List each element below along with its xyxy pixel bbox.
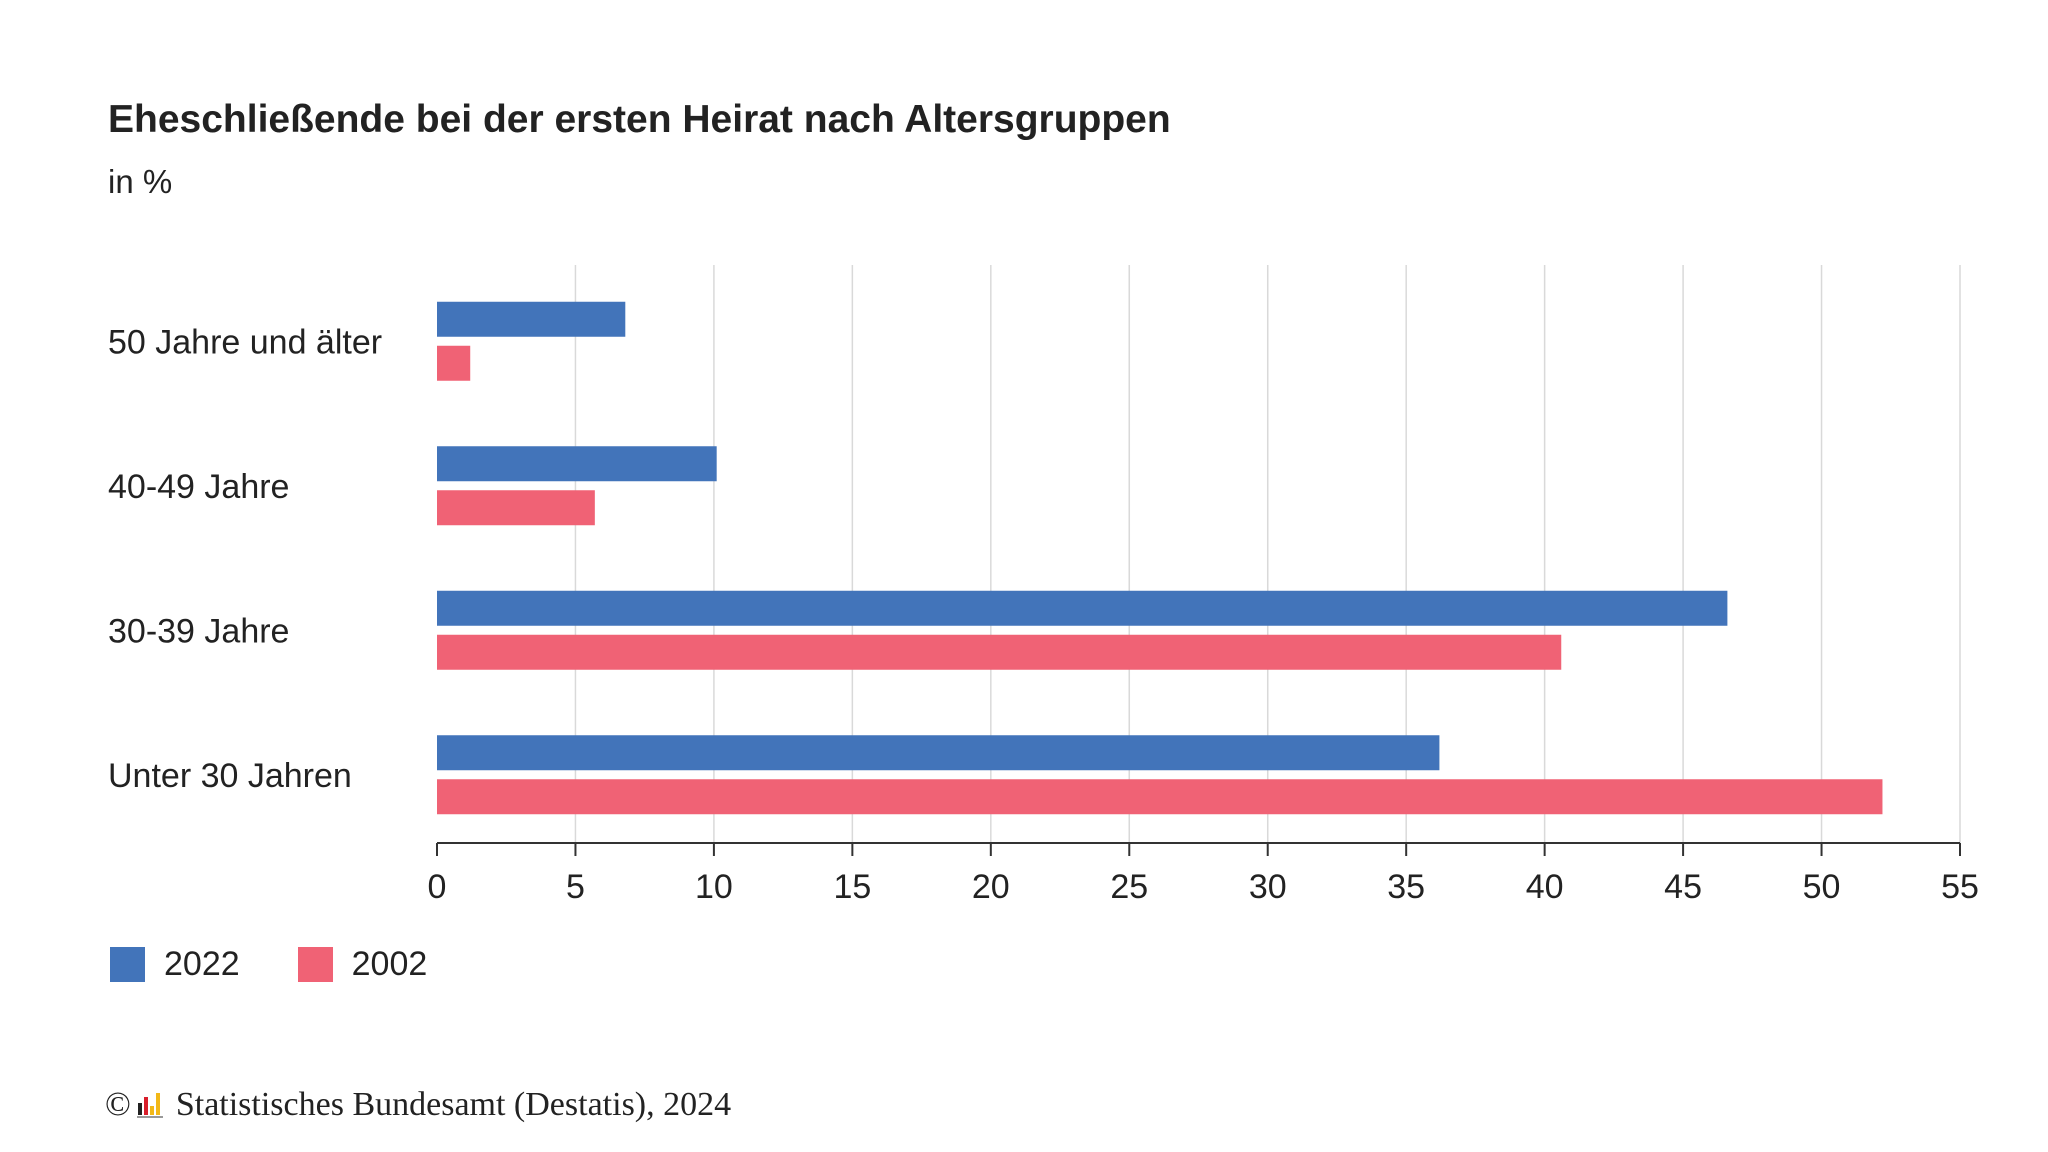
- bar-2022: [437, 590, 1728, 626]
- category-label: Unter 30 Jahren: [108, 757, 352, 795]
- x-tick-label: 20: [972, 868, 1010, 906]
- legend-item-2002[interactable]: 2002: [297, 945, 428, 984]
- bar-2022: [437, 735, 1440, 771]
- legend-label-2022: 2022: [164, 945, 240, 983]
- bar-2002: [437, 345, 471, 381]
- bar-2002: [437, 490, 595, 526]
- category-label: 50 Jahre und älter: [108, 323, 382, 361]
- source-text: Statistisches Bundesamt (Destatis), 2024: [175, 1086, 732, 1123]
- destatis-logo-icon: [136, 1093, 163, 1118]
- x-tick-label: 45: [1664, 868, 1702, 906]
- legend-swatch-2002: [297, 947, 333, 982]
- x-tick-label: 55: [1941, 868, 1979, 906]
- category-label: 40-49 Jahre: [108, 468, 289, 506]
- bar-2022: [437, 301, 626, 337]
- legend: 2022 2002: [110, 945, 485, 984]
- category-label: 30-39 Jahre: [108, 612, 289, 650]
- x-tick-label: 40: [1526, 868, 1564, 906]
- x-tick-label: 35: [1387, 868, 1425, 906]
- x-tick-label: 5: [566, 868, 585, 906]
- x-tick-label: 25: [1110, 868, 1148, 906]
- bar-2002: [437, 634, 1562, 670]
- copyright-symbol: ©: [105, 1086, 131, 1123]
- x-tick-label: 30: [1249, 868, 1287, 906]
- bar-2002: [437, 779, 1883, 815]
- bar-2022: [437, 446, 717, 482]
- source-credit: © Statistisches Bundesamt (Destatis), 20…: [105, 1086, 731, 1124]
- x-tick-label: 0: [428, 868, 447, 906]
- legend-swatch-2022: [110, 947, 145, 982]
- chart-subtitle: in %: [108, 163, 173, 200]
- x-tick-label: 50: [1803, 868, 1841, 906]
- x-tick-label: 10: [695, 868, 733, 906]
- chart-title: Eheschließende bei der ersten Heirat nac…: [108, 98, 1171, 141]
- x-tick-label: 15: [833, 868, 871, 906]
- legend-label-2002: 2002: [351, 945, 428, 983]
- legend-item-2022[interactable]: 2022: [110, 945, 240, 984]
